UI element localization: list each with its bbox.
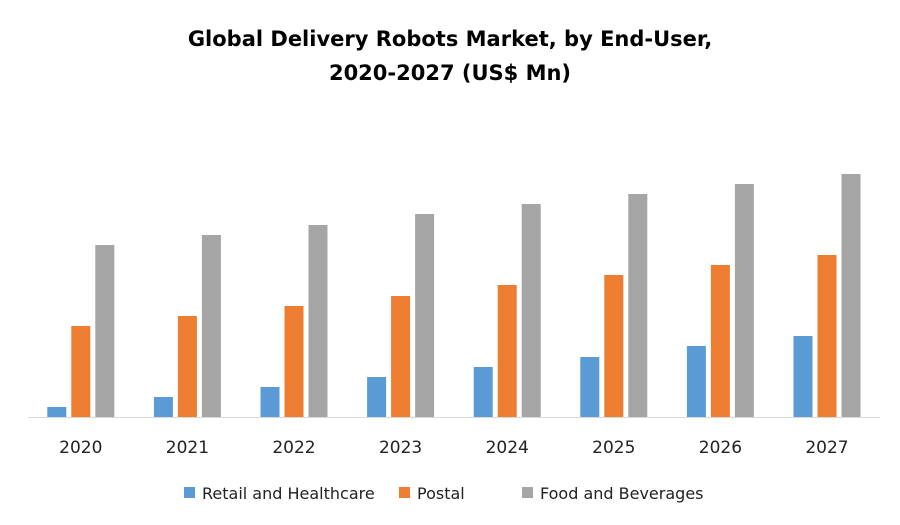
x-tick-label: 2024 — [486, 438, 529, 458]
bar-retail-and-healthcare-2027 — [793, 336, 813, 417]
bar-postal-2024 — [497, 285, 517, 417]
x-tick-label: 2027 — [805, 438, 848, 458]
bar-food-and-beverages-2025 — [628, 194, 648, 417]
legend-label: Retail and Healthcare — [202, 484, 375, 503]
legend-swatch — [522, 487, 533, 498]
bar-retail-and-healthcare-2020 — [47, 407, 67, 417]
bars — [47, 174, 861, 417]
bar-food-and-beverages-2020 — [95, 245, 115, 417]
bar-retail-and-healthcare-2021 — [153, 397, 173, 417]
x-tick-labels: 2020 2021 2022 2023 2024 2025 2026 2027 — [59, 438, 848, 458]
bar-food-and-beverages-2023 — [415, 214, 435, 417]
bar-postal-2025 — [604, 275, 624, 417]
bar-retail-and-healthcare-2025 — [580, 357, 600, 417]
x-tick-label: 2025 — [592, 438, 635, 458]
bar-postal-2022 — [284, 306, 304, 417]
bar-retail-and-healthcare-2024 — [473, 367, 493, 417]
chart-title-line-2: 2020-2027 (US$ Mn) — [329, 61, 571, 85]
legend-label: Postal — [417, 484, 465, 503]
x-tick-label: 2023 — [379, 438, 422, 458]
bar-food-and-beverages-2021 — [201, 235, 221, 417]
bar-food-and-beverages-2027 — [841, 174, 861, 417]
bar-postal-2027 — [817, 255, 837, 417]
x-tick-label: 2020 — [59, 438, 102, 458]
bar-retail-and-healthcare-2026 — [686, 346, 706, 417]
x-tick-label: 2022 — [272, 438, 315, 458]
x-tick-label: 2021 — [166, 438, 209, 458]
bar-food-and-beverages-2022 — [308, 225, 328, 417]
bar-postal-2020 — [71, 326, 91, 417]
legend: Retail and Healthcare Postal Food and Beve… — [184, 484, 704, 503]
legend-swatch — [399, 487, 410, 498]
x-tick-label: 2026 — [699, 438, 742, 458]
bar-food-and-beverages-2024 — [521, 204, 541, 417]
chart-title-line-1: Global Delivery Robots Market, by End-Us… — [188, 27, 712, 51]
bar-postal-2021 — [177, 316, 197, 417]
bar-postal-2026 — [710, 265, 730, 417]
bar-postal-2023 — [391, 296, 411, 417]
bar-retail-and-healthcare-2022 — [260, 387, 280, 417]
legend-swatch — [184, 487, 195, 498]
bar-food-and-beverages-2026 — [734, 184, 754, 417]
bar-retail-and-healthcare-2023 — [367, 377, 387, 417]
legend-label: Food and Beverages — [540, 484, 704, 503]
